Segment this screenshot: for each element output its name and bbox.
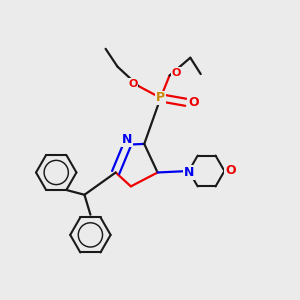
Text: O: O xyxy=(128,79,138,88)
Text: N: N xyxy=(184,166,194,179)
Text: O: O xyxy=(171,68,181,78)
Text: P: P xyxy=(156,91,165,104)
Text: O: O xyxy=(225,164,236,178)
Text: N: N xyxy=(122,133,132,146)
Text: O: O xyxy=(188,96,199,109)
